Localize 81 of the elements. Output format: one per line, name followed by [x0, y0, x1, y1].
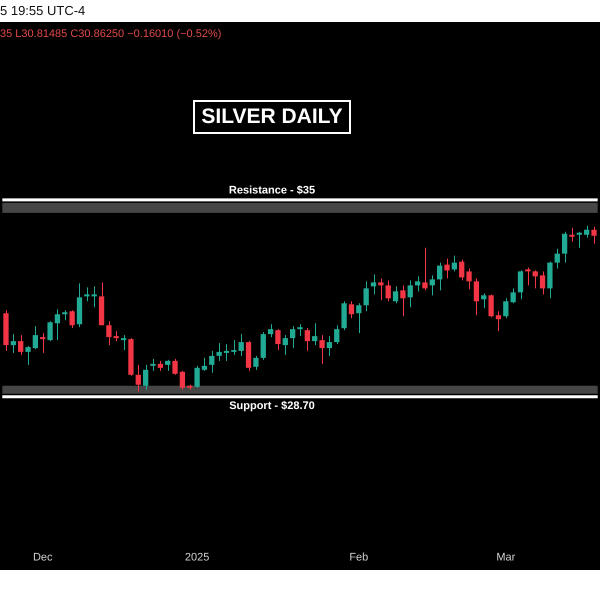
- candlestick: [47, 320, 53, 342]
- chart-title: SILVER DAILY: [193, 100, 351, 134]
- candlestick: [150, 358, 156, 372]
- candlestick: [356, 302, 362, 334]
- ref-line-label: Support - $28.70: [229, 400, 315, 412]
- candlestick: [32, 326, 38, 350]
- candlestick: [312, 322, 318, 346]
- candlestick: [92, 286, 97, 308]
- candlestick: [496, 310, 502, 332]
- candlestick: [378, 278, 384, 301]
- candlestick: [591, 226, 597, 244]
- candlestick: [364, 280, 369, 312]
- candlestick: [231, 340, 236, 356]
- candlestick: [532, 270, 538, 289]
- candlestick: [172, 358, 178, 376]
- candlestick: [216, 342, 222, 362]
- candlestick: [136, 364, 141, 392]
- candlestick: [180, 370, 186, 390]
- candlestick: [158, 360, 163, 372]
- candlestick: [386, 280, 391, 302]
- candlestick: [474, 278, 480, 316]
- x-tick-label: Feb: [349, 551, 368, 564]
- candlestick: [114, 330, 119, 342]
- candlestick: [326, 336, 332, 356]
- candlestick: [10, 334, 16, 354]
- candlestick: [260, 332, 266, 360]
- candlestick: [84, 286, 90, 302]
- candlestick: [304, 328, 310, 352]
- candlestick: [297, 324, 303, 337]
- candlestick: [444, 258, 450, 279]
- candlestick: [165, 359, 170, 372]
- candlestick: [562, 231, 568, 264]
- candlestick: [488, 294, 494, 318]
- candlestick: [452, 255, 458, 272]
- candlestick: [400, 284, 406, 317]
- candlestick: [334, 324, 340, 345]
- text: 35 L30.81485 C30.86250 −0.16010 (−0.52%): [0, 28, 222, 40]
- candlestick: [142, 364, 148, 390]
- candlestick: [40, 332, 46, 354]
- candlestick: [209, 350, 214, 374]
- candlestick: [290, 326, 296, 349]
- candlestick: [540, 270, 546, 295]
- candlestick: [481, 292, 486, 309]
- candlestick: [584, 225, 590, 238]
- candlestick: [202, 357, 208, 372]
- candlestick: [54, 308, 60, 341]
- candlestick: [120, 334, 126, 351]
- candlestick: [224, 344, 230, 362]
- x-tick-label: Mar: [496, 551, 516, 564]
- ref-line-label: Resistance - $35: [228, 184, 316, 196]
- candlestick: [275, 328, 281, 351]
- candlestick: [106, 320, 112, 346]
- candlestick: [348, 300, 354, 319]
- candlestick: [408, 280, 413, 308]
- candlestick: [554, 248, 560, 269]
- candlestick: [62, 310, 68, 321]
- candlestick: [459, 259, 464, 281]
- candlestick: [18, 334, 24, 356]
- candlestick: [282, 334, 288, 356]
- candlestick: [510, 288, 516, 304]
- x-tick-label: 2025: [184, 551, 210, 564]
- candlestick: [414, 276, 420, 292]
- candlestick: [392, 286, 398, 304]
- candlestick: [430, 274, 435, 296]
- candlestick: [466, 268, 472, 290]
- candlestick: [576, 231, 582, 248]
- candlestick: [422, 247, 428, 291]
- candlestick: [268, 324, 274, 338]
- candlestick: [518, 270, 524, 300]
- candlestick: [319, 334, 325, 364]
- candlestick: [253, 355, 259, 370]
- candlestick: [437, 262, 442, 291]
- candlestick: [194, 365, 200, 388]
- candlestick: [69, 310, 75, 329]
- candlestick: [25, 346, 31, 366]
- candlestick: [503, 298, 508, 319]
- candlestick: [238, 334, 244, 356]
- text: 5 19:55 UTC-4: [0, 0, 600, 22]
- x-tick-label: Dec: [32, 551, 54, 564]
- candlestick: [370, 274, 376, 295]
- candlestick: [525, 266, 531, 286]
